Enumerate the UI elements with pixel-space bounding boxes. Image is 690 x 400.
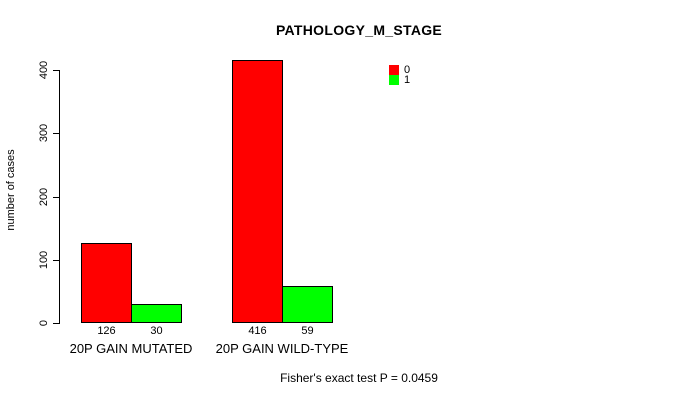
legend-label: 0 <box>404 64 411 76</box>
bar-value-label: 126 <box>97 325 116 337</box>
category-label: 20P GAIN WILD-TYPE <box>215 341 349 356</box>
footnote-text: Fisher's exact test P = 0.0459 <box>280 371 438 385</box>
bar-20p-gain-mutated-series-1 <box>131 304 182 323</box>
legend-color-swatch <box>389 75 399 85</box>
y-tick-label: 200 <box>38 187 50 207</box>
bar-20p-gain-wild-type-series-0 <box>232 60 283 323</box>
y-tick-mark <box>53 260 59 261</box>
y-axis-label: number of cases <box>5 149 17 231</box>
bar-value-label: 30 <box>150 325 163 337</box>
y-axis-line <box>59 70 60 324</box>
bar-20p-gain-mutated-series-0 <box>81 243 132 323</box>
bar-20p-gain-wild-type-series-1 <box>282 286 333 323</box>
y-tick-label: 0 <box>38 319 50 327</box>
chart-title: PATHOLOGY_M_STAGE <box>275 22 443 38</box>
y-tick-mark <box>53 323 59 324</box>
legend-label: 1 <box>404 74 411 86</box>
category-label: 20P GAIN MUTATED <box>69 341 193 356</box>
legend-color-swatch <box>389 65 399 75</box>
y-tick-mark <box>53 133 59 134</box>
legend-row: 1 <box>389 74 411 86</box>
y-tick-label: 100 <box>38 250 50 270</box>
bar-value-label: 416 <box>248 325 267 337</box>
y-tick-label: 300 <box>38 123 50 143</box>
y-tick-mark <box>53 197 59 198</box>
y-tick-label: 400 <box>38 60 50 80</box>
legend-row: 0 <box>389 64 411 76</box>
y-tick-mark <box>53 70 59 71</box>
bar-value-label: 59 <box>301 325 314 337</box>
